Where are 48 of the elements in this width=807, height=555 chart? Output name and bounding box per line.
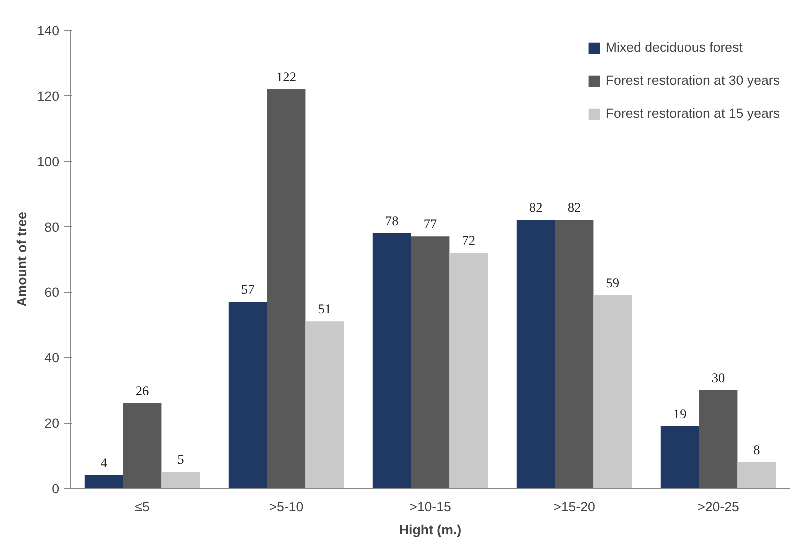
bar [594,295,632,488]
bar [411,236,450,488]
data-label: 51 [318,302,332,317]
bar [162,472,200,488]
x-tick-label: ≤5 [135,500,150,514]
x-tick-label: >10-15 [410,500,452,514]
data-label: 122 [276,69,297,84]
bar [306,322,344,488]
data-label: 57 [241,282,256,298]
y-tick-label: 80 [44,220,60,235]
legend-label: Mixed deciduous forest [606,40,743,55]
y-tick-label: 100 [37,154,60,170]
data-label: 82 [529,200,543,216]
y-tick-label: 140 [37,24,60,38]
bar [372,233,412,488]
y-tick-label: 20 [44,416,60,432]
x-tick-label: >5-10 [269,500,304,514]
data-label: 19 [673,406,688,422]
bar [123,403,162,488]
data-label: 59 [606,275,620,290]
bar [738,462,776,488]
data-label: 82 [568,200,582,216]
legend-label: Forest restoration at 15 years [606,106,780,121]
bar [699,390,738,488]
legend-label: Forest restoration at 30 years [606,73,780,88]
bar [516,220,556,488]
data-label: 72 [462,232,476,248]
data-label: 4 [100,455,108,470]
bar [555,220,594,488]
data-label: 30 [712,370,726,386]
data-label: 26 [136,383,150,398]
bar [660,426,700,488]
x-tick-label: >15-20 [554,500,596,514]
x-tick-label: >20-25 [698,500,740,514]
y-tick-label: 40 [44,350,60,366]
bar [267,89,306,488]
bar [84,475,124,488]
data-label: 77 [424,216,438,232]
data-label: 8 [754,442,761,458]
y-tick-label: 120 [37,88,60,104]
data-label: 78 [385,213,400,228]
x-axis-title: Hight (m.) [399,522,462,538]
data-label: 5 [178,452,185,468]
bar [228,302,268,488]
y-axis-title: Amount of tree [14,212,30,307]
y-tick-label: 0 [52,482,60,496]
bar [450,252,488,488]
y-tick-label: 60 [44,285,60,300]
